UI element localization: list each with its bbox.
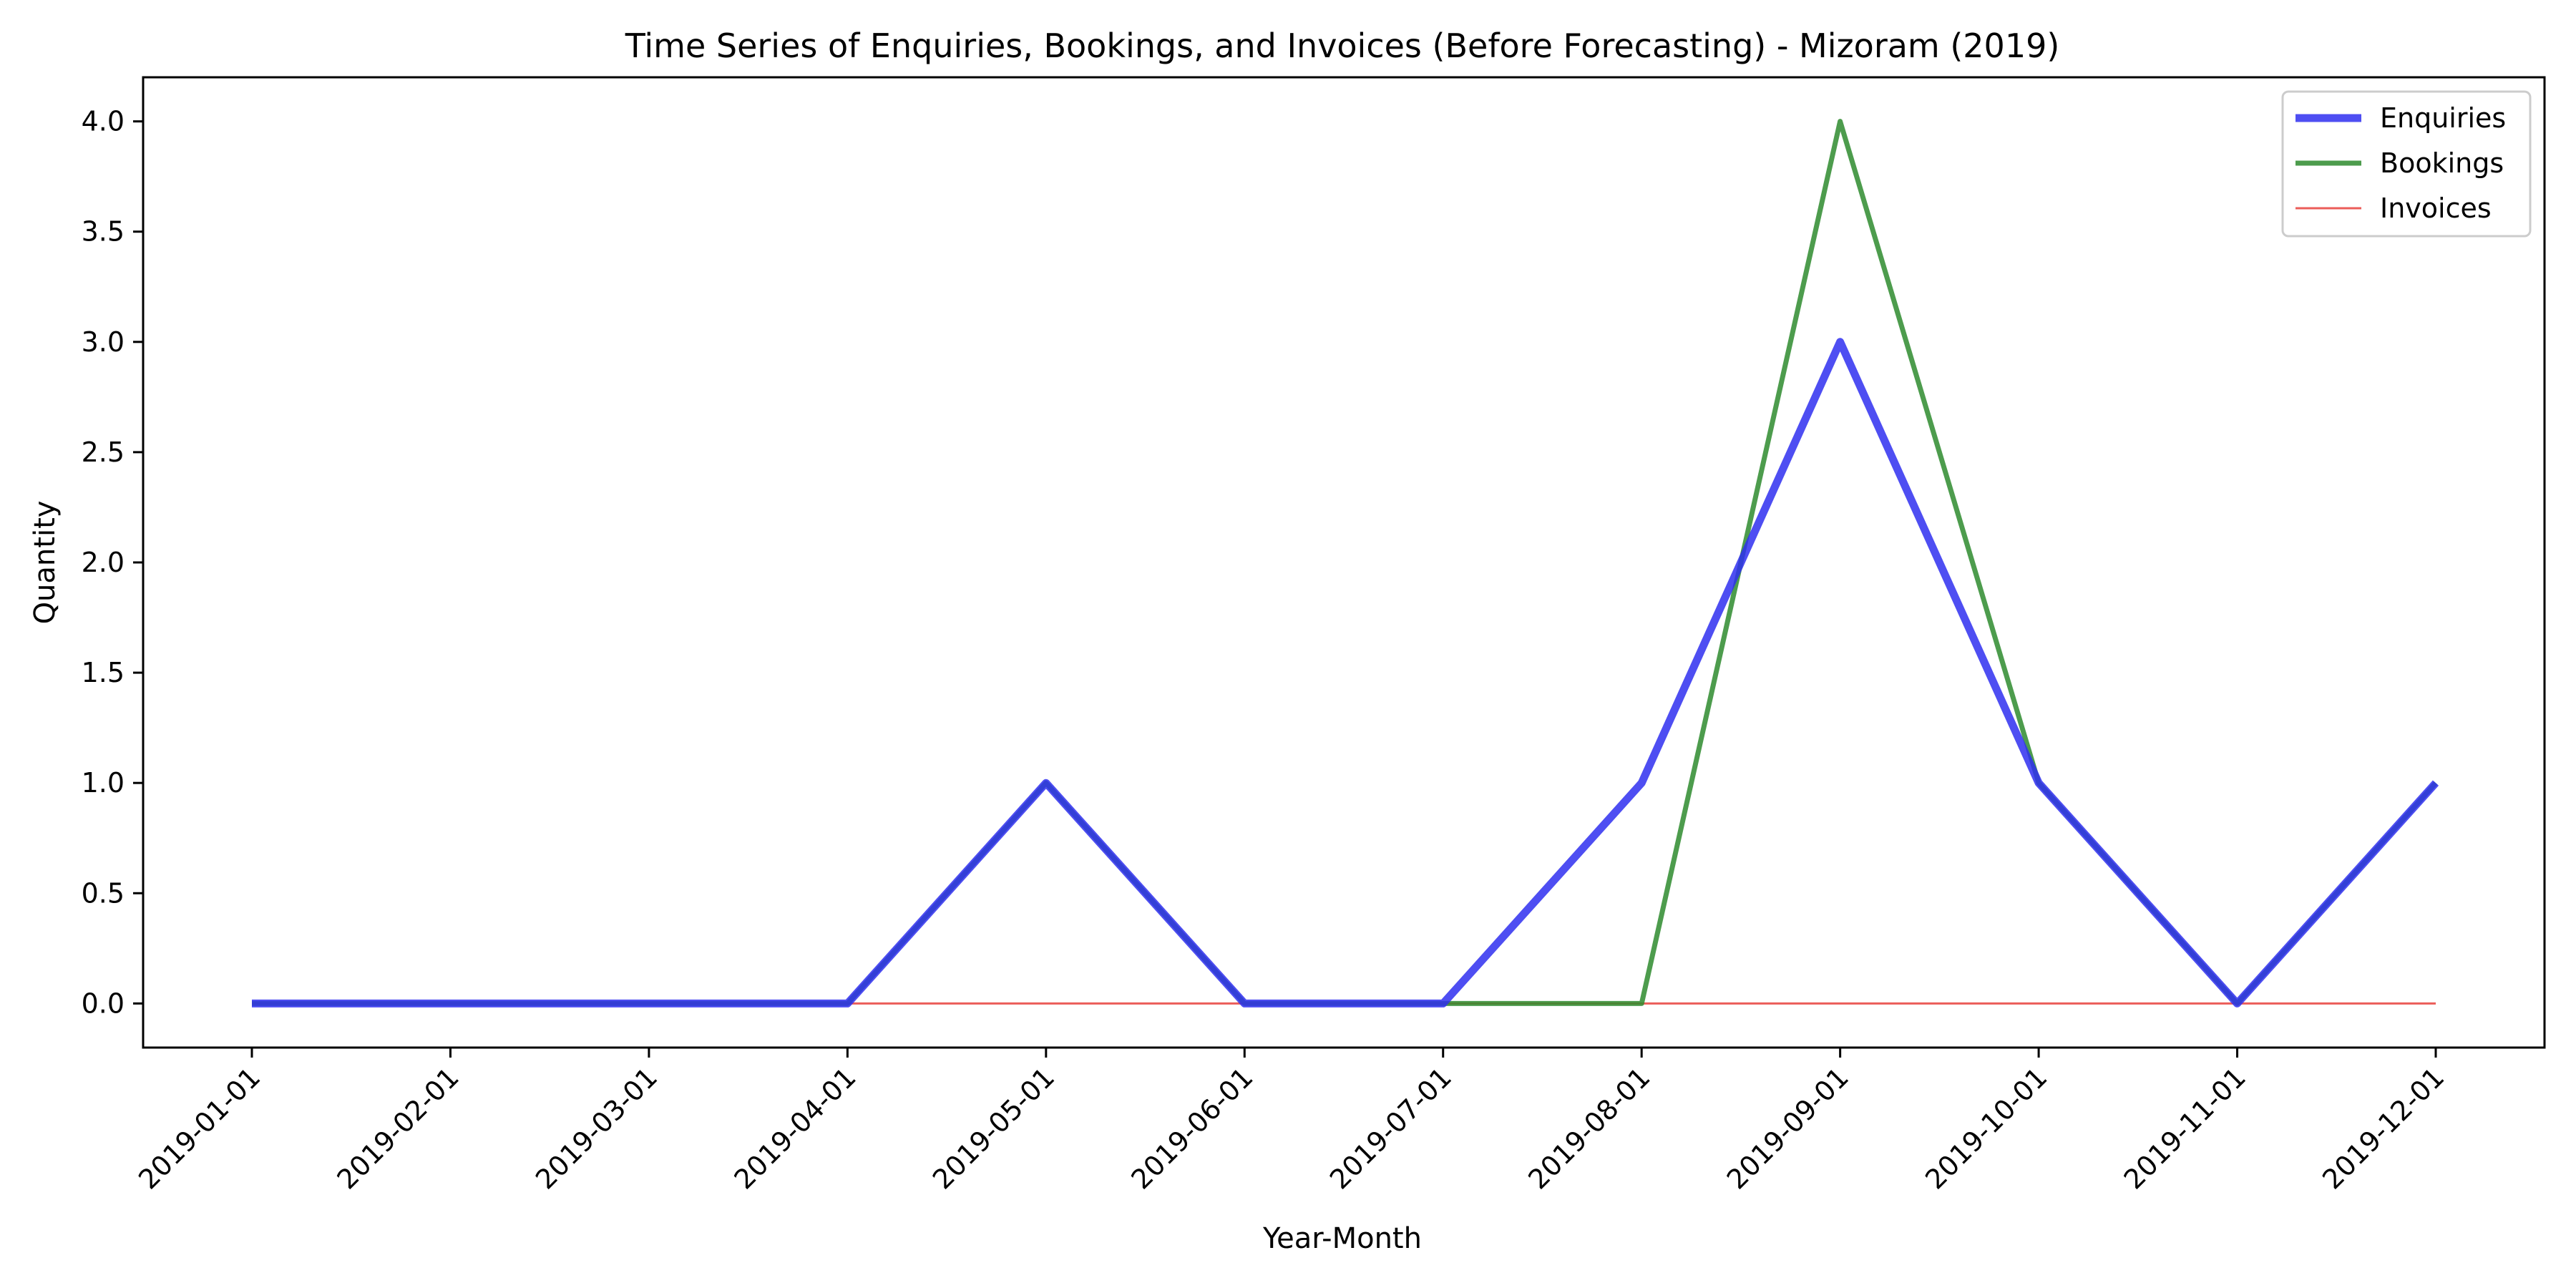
- x-tick-label: 2019-06-01: [1125, 1061, 1259, 1195]
- y-axis: 0.0 0.5 1.0 1.5 2.0 2.5 3.0 3.5 4.0: [82, 106, 143, 1019]
- x-tick-label: 2019-03-01: [530, 1061, 663, 1195]
- y-tick-label: 2.0: [82, 547, 125, 578]
- x-tick-label: 2019-11-01: [2118, 1061, 2252, 1195]
- legend: Enquiries Bookings Invoices: [2281, 90, 2532, 238]
- plot-frame: [142, 76, 2546, 1049]
- chart-title: Time Series of Enquiries, Bookings, and …: [625, 26, 2060, 65]
- x-tick-label: 2019-07-01: [1324, 1061, 1458, 1195]
- x-axis: 2019-01-01 2019-02-01 2019-03-01 2019-04-01…: [132, 1048, 2450, 1196]
- x-tick-label: 2019-08-01: [1522, 1061, 1656, 1195]
- x-axis-title: Year-Month: [1262, 1222, 1422, 1255]
- plot-area: [252, 119, 2439, 1008]
- legend-label-invoices: Invoices: [2380, 192, 2492, 224]
- legend-label-bookings: Bookings: [2380, 147, 2504, 179]
- x-tick-label: 2019-12-01: [2316, 1061, 2450, 1195]
- y-tick-label: 4.0: [82, 106, 125, 137]
- x-tick-label: 2019-05-01: [927, 1061, 1060, 1195]
- x-tick-label: 2019-10-01: [1919, 1061, 2053, 1195]
- x-tick-label: 2019-09-01: [1721, 1061, 1855, 1195]
- y-tick-label: 0.0: [82, 987, 125, 1019]
- y-tick-label: 1.5: [82, 657, 125, 688]
- y-tick-label: 0.5: [82, 877, 125, 909]
- y-tick-label: 3.5: [82, 216, 125, 248]
- x-tick-label: 2019-04-01: [728, 1061, 862, 1195]
- x-tick-label: 2019-01-01: [132, 1061, 266, 1195]
- y-tick-label: 1.0: [82, 767, 125, 799]
- y-axis-title: Quantity: [29, 501, 62, 625]
- legend-label-enquiries: Enquiries: [2380, 102, 2506, 134]
- series-line-bookings: [252, 119, 2438, 1006]
- y-tick-label: 3.0: [82, 326, 125, 358]
- series-line-enquiries: [252, 338, 2439, 1008]
- x-tick-label: 2019-02-01: [331, 1061, 465, 1195]
- y-tick-label: 2.5: [82, 436, 125, 468]
- legend-box: [2281, 90, 2532, 238]
